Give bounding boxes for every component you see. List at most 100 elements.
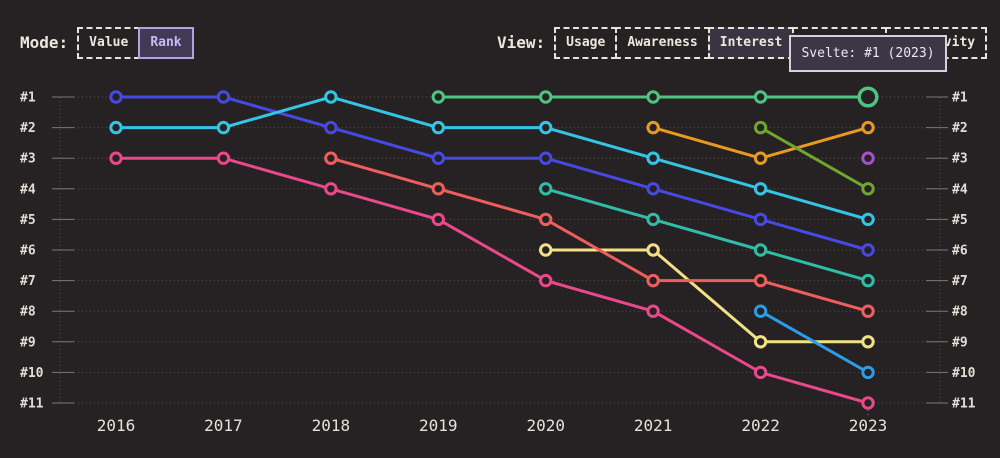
rank-label-right: #4 xyxy=(952,182,968,197)
data-point[interactable] xyxy=(109,120,123,135)
view-option-interest[interactable]: Interest xyxy=(707,27,795,59)
data-point[interactable] xyxy=(431,182,445,196)
data-point[interactable] xyxy=(324,90,338,104)
year-label: 2019 xyxy=(419,416,458,435)
data-point[interactable] xyxy=(539,182,553,196)
rank-label-right: #9 xyxy=(952,335,968,350)
rank-label-left: #5 xyxy=(20,213,36,228)
year-label: 2020 xyxy=(526,416,565,435)
data-point[interactable] xyxy=(861,273,875,288)
data-point[interactable] xyxy=(753,182,768,196)
year-label: 2016 xyxy=(97,416,136,435)
view-option-usage[interactable]: Usage xyxy=(554,27,618,59)
data-point[interactable] xyxy=(646,120,660,135)
data-point[interactable] xyxy=(646,212,660,227)
series-line-series-teal xyxy=(545,187,869,283)
rank-label-right: #5 xyxy=(952,213,968,228)
data-point[interactable] xyxy=(109,151,123,165)
data-point[interactable] xyxy=(539,151,553,165)
view-option-awareness[interactable]: Awareness xyxy=(615,27,710,59)
series-line-series-cyan xyxy=(116,95,869,221)
data-point[interactable] xyxy=(861,243,875,257)
rank-label-left: #11 xyxy=(20,397,44,412)
tooltip-text: Svelte: #1 (2023) xyxy=(801,46,935,61)
rank-label-left: #3 xyxy=(20,152,36,167)
data-point[interactable] xyxy=(539,120,553,135)
data-point[interactable] xyxy=(861,365,875,380)
data-point[interactable] xyxy=(539,212,553,227)
data-point[interactable] xyxy=(646,304,660,318)
data-point[interactable] xyxy=(109,90,123,104)
rank-label-right: #3 xyxy=(952,152,968,167)
rank-label-left: #1 xyxy=(20,91,36,106)
data-point[interactable] xyxy=(646,273,660,288)
rank-label-right: #6 xyxy=(952,244,968,259)
year-label: 2017 xyxy=(204,416,243,435)
data-point[interactable] xyxy=(431,151,445,165)
data-point[interactable] xyxy=(753,151,768,165)
series-line-series-olive xyxy=(759,126,869,191)
rank-label-right: #1 xyxy=(952,91,968,106)
rank-label-left: #2 xyxy=(20,121,36,136)
data-point[interactable] xyxy=(753,335,768,349)
rank-label-right: #7 xyxy=(952,274,968,289)
series-line-series-coral xyxy=(330,156,869,313)
data-point[interactable] xyxy=(753,212,768,227)
data-point[interactable] xyxy=(324,120,338,135)
mode-option-rank[interactable]: Rank xyxy=(138,27,194,59)
rank-label-left: #9 xyxy=(20,335,36,350)
data-point[interactable] xyxy=(753,365,768,380)
data-point[interactable] xyxy=(646,151,660,165)
year-label: 2023 xyxy=(849,416,888,435)
data-point[interactable] xyxy=(646,90,660,104)
data-point[interactable] xyxy=(646,243,660,257)
data-point[interactable] xyxy=(539,273,553,288)
data-point[interactable] xyxy=(753,273,768,288)
data-point[interactable] xyxy=(431,120,445,135)
series-line-series-indigo xyxy=(116,95,869,252)
series-line-series-magenta xyxy=(116,156,869,405)
series-line-series-azure xyxy=(759,309,869,374)
data-point[interactable] xyxy=(753,90,768,104)
mode-label: Mode: xyxy=(20,33,69,52)
chart-tooltip: Svelte: #1 (2023) xyxy=(789,35,947,72)
data-point[interactable] xyxy=(861,120,875,135)
data-point[interactable] xyxy=(216,90,231,104)
rank-label-left: #4 xyxy=(20,182,36,197)
mode-option-value[interactable]: Value xyxy=(77,27,141,59)
data-point[interactable] xyxy=(861,151,875,165)
mode-toggle: Mode: Value Rank xyxy=(20,27,194,59)
data-point[interactable] xyxy=(861,212,875,227)
data-point[interactable] xyxy=(539,243,553,257)
data-point[interactable] xyxy=(324,151,338,165)
data-point[interactable] xyxy=(861,335,875,349)
rank-label-right: #10 xyxy=(952,366,976,381)
data-point[interactable] xyxy=(646,182,660,196)
data-point[interactable] xyxy=(861,304,875,318)
data-point[interactable] xyxy=(861,182,875,196)
rank-label-left: #7 xyxy=(20,274,36,289)
view-label: View: xyxy=(497,33,546,52)
data-point[interactable] xyxy=(539,90,553,104)
data-point[interactable] xyxy=(216,120,231,135)
data-point[interactable] xyxy=(216,151,231,165)
rank-label-left: #10 xyxy=(20,366,44,381)
rank-label-right: #11 xyxy=(952,397,976,412)
data-point[interactable] xyxy=(753,243,768,257)
data-point[interactable] xyxy=(431,90,445,104)
data-point[interactable] xyxy=(753,304,768,318)
rank-label-right: #8 xyxy=(952,305,968,320)
year-label: 2018 xyxy=(312,416,351,435)
rank-label-left: #6 xyxy=(20,244,36,259)
year-label: 2022 xyxy=(741,416,780,435)
rank-label-left: #8 xyxy=(20,305,36,320)
data-point[interactable] xyxy=(324,182,338,196)
rank-label-right: #2 xyxy=(952,121,968,136)
year-label: 2021 xyxy=(634,416,673,435)
data-point[interactable] xyxy=(431,212,445,227)
data-point[interactable] xyxy=(861,396,875,410)
data-point[interactable] xyxy=(753,120,768,135)
data-point-highlighted[interactable] xyxy=(857,86,879,108)
